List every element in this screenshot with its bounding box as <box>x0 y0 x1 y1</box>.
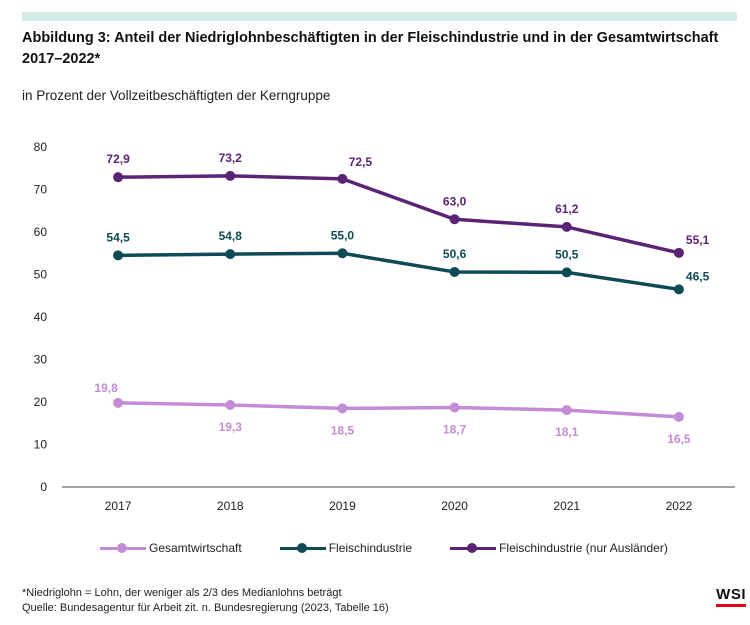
x-tick-label: 2018 <box>217 499 244 513</box>
chart-subtitle: in Prozent der Vollzeitbeschäftigten der… <box>22 88 331 103</box>
y-tick-label: 70 <box>34 183 48 197</box>
series-point-0 <box>449 402 460 413</box>
series-line-2 <box>118 174 680 255</box>
legend-item-fleischindustrie-auslaender: Fleischindustrie (nur Ausländer) <box>450 541 668 555</box>
legend-item-gesamtwirtschaft: Gesamtwirtschaft <box>100 541 242 555</box>
series-point-0 <box>337 403 348 414</box>
y-tick-label: 60 <box>34 225 48 239</box>
legend-item-fleischindustrie: Fleischindustrie <box>279 541 413 555</box>
x-tick-label: 2017 <box>105 499 132 513</box>
footnote-definition: *Niedriglohn = Lohn, der weniger als 2/3… <box>22 587 342 599</box>
data-label: 50,5 <box>555 247 579 261</box>
data-label: 46,5 <box>686 269 710 283</box>
data-label: 19,3 <box>219 420 243 434</box>
chart-legend: Gesamtwirtschaft Fleischindustrie Fleisc… <box>100 541 706 555</box>
series-point-1 <box>449 266 460 277</box>
wsi-logo: WSI <box>716 587 746 607</box>
data-label: 16,5 <box>667 432 691 446</box>
data-label: 18,5 <box>331 423 355 437</box>
x-tick-label: 2022 <box>666 499 693 513</box>
y-tick-label: 40 <box>34 310 48 324</box>
series-point-2 <box>561 221 572 232</box>
series-point-0 <box>225 399 236 410</box>
header-accent-bar <box>22 12 737 21</box>
data-label: 55,0 <box>331 228 355 242</box>
x-tick-label: 2020 <box>441 499 468 513</box>
data-label: 18,1 <box>555 425 579 439</box>
legend-label-fleischindustrie: Fleischindustrie <box>328 541 413 555</box>
data-label: 63,0 <box>443 194 467 208</box>
data-label: 72,5 <box>349 155 373 169</box>
footnote-source: Quelle: Bundesagentur für Arbeit zit. n.… <box>22 602 389 614</box>
legend-label-gesamtwirtschaft: Gesamtwirtschaft <box>149 541 242 555</box>
data-label: 61,2 <box>555 202 579 216</box>
data-label: 72,9 <box>106 152 130 166</box>
y-tick-label: 20 <box>34 395 48 409</box>
data-label: 55,1 <box>686 233 710 247</box>
y-tick-label: 0 <box>40 480 47 494</box>
series-point-2 <box>113 172 124 183</box>
series-point-0 <box>561 405 572 416</box>
series-point-1 <box>225 249 236 260</box>
series-point-1 <box>561 267 572 278</box>
data-label: 18,7 <box>443 423 467 437</box>
series-point-2 <box>673 247 684 258</box>
series-line-1 <box>118 251 680 292</box>
series-point-1 <box>337 248 348 259</box>
series-point-2 <box>225 170 236 181</box>
series-point-2 <box>449 214 460 225</box>
series-point-0 <box>113 397 124 408</box>
legend-swatch-fleischindustrie <box>279 543 326 553</box>
data-label: 54,5 <box>106 230 130 244</box>
chart-title: Abbildung 3: Anteil der Niedriglohnbesch… <box>22 30 719 67</box>
data-label: 54,8 <box>219 229 243 243</box>
legend-swatch-fleischindustrie-auslaender <box>450 543 497 553</box>
legend-label-fleischindustrie-auslaender: Fleischindustrie (nur Ausländer) <box>499 541 668 555</box>
y-tick-label: 50 <box>34 268 48 282</box>
y-tick-label: 30 <box>34 353 48 367</box>
data-label: 19,8 <box>94 381 118 395</box>
x-tick-label: 2019 <box>329 499 356 513</box>
series-point-0 <box>673 411 684 422</box>
data-label: 73,2 <box>219 151 243 165</box>
legend-swatch-gesamtwirtschaft <box>100 543 146 553</box>
series-point-2 <box>337 173 348 184</box>
y-tick-label: 80 <box>34 140 48 154</box>
y-tick-label: 10 <box>34 438 48 452</box>
series-point-1 <box>113 250 124 261</box>
data-label: 50,6 <box>443 247 467 261</box>
x-tick-label: 2021 <box>553 499 580 513</box>
series-line-0 <box>118 401 680 419</box>
footnote: *Niedriglohn = Lohn, der weniger als 2/3… <box>22 586 389 616</box>
series-point-1 <box>673 284 684 295</box>
